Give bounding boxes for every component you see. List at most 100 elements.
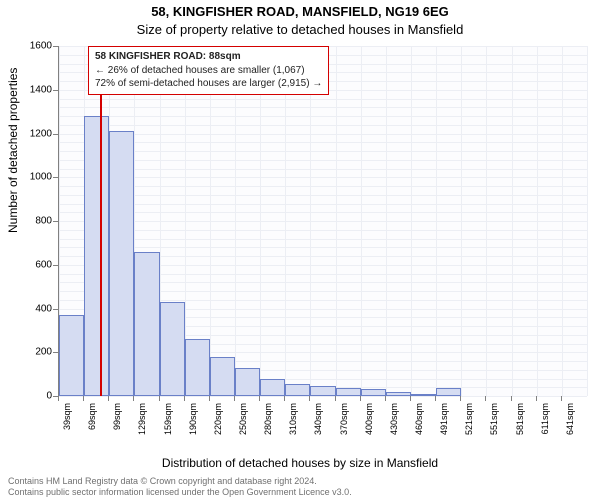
y-tick-label: 1200 xyxy=(24,128,52,139)
x-tick-mark xyxy=(536,396,537,401)
y-tick-mark xyxy=(53,90,58,91)
gridline-vertical xyxy=(361,46,362,396)
gridline-vertical xyxy=(235,46,236,396)
histogram-bar xyxy=(336,388,361,396)
gridline-horizontal xyxy=(59,195,587,196)
gridline-vertical xyxy=(310,46,311,396)
x-tick-label: 370sqm xyxy=(339,403,349,435)
gridline-vertical xyxy=(386,46,387,396)
gridline-vertical xyxy=(537,46,538,396)
x-tick-mark xyxy=(284,396,285,401)
gridline-horizontal xyxy=(59,125,587,126)
y-tick-label: 600 xyxy=(24,259,52,270)
x-tick-label: 641sqm xyxy=(565,403,575,435)
y-tick-mark xyxy=(53,352,58,353)
x-tick-label: 430sqm xyxy=(389,403,399,435)
x-axis-label: Distribution of detached houses by size … xyxy=(0,456,600,470)
gridline-horizontal xyxy=(59,160,587,161)
y-tick-mark xyxy=(53,46,58,47)
gridline-vertical xyxy=(461,46,462,396)
y-tick-mark xyxy=(53,265,58,266)
histogram-bar xyxy=(160,302,185,396)
gridline-vertical xyxy=(587,46,588,396)
x-tick-label: 220sqm xyxy=(213,403,223,435)
x-tick-label: 69sqm xyxy=(87,403,97,430)
x-tick-mark xyxy=(385,396,386,401)
histogram-bar xyxy=(260,379,285,397)
property-marker-line xyxy=(100,46,102,396)
annotation-title: 58 KINGFISHER ROAD: 88sqm xyxy=(95,50,322,64)
x-tick-label: 99sqm xyxy=(112,403,122,430)
gridline-horizontal xyxy=(59,212,587,213)
gridline-vertical xyxy=(336,46,337,396)
y-tick-mark xyxy=(53,309,58,310)
gridline-vertical xyxy=(512,46,513,396)
gridline-vertical xyxy=(486,46,487,396)
gridline-vertical xyxy=(260,46,261,396)
x-tick-mark xyxy=(485,396,486,401)
x-tick-label: 129sqm xyxy=(137,403,147,435)
histogram-bar xyxy=(59,315,84,396)
gridline-vertical xyxy=(562,46,563,396)
x-tick-label: 611sqm xyxy=(540,403,550,434)
gridline-horizontal xyxy=(59,99,587,100)
attribution-line: Contains HM Land Registry data © Crown c… xyxy=(8,476,352,487)
y-tick-label: 1000 xyxy=(24,172,52,183)
annotation-box: 58 KINGFISHER ROAD: 88sqm← 26% of detach… xyxy=(88,46,329,95)
page-subtitle: Size of property relative to detached ho… xyxy=(0,22,600,37)
x-tick-label: 521sqm xyxy=(464,403,474,435)
x-tick-mark xyxy=(460,396,461,401)
gridline-horizontal xyxy=(59,177,587,178)
gridline-vertical xyxy=(285,46,286,396)
annotation-line: 72% of semi-detached houses are larger (… xyxy=(95,77,322,91)
gridline-horizontal xyxy=(59,116,587,117)
gridline-vertical xyxy=(411,46,412,396)
annotation-line: ← 26% of detached houses are smaller (1,… xyxy=(95,64,322,78)
x-tick-mark xyxy=(309,396,310,401)
y-axis-label: Number of detached properties xyxy=(6,68,20,233)
y-tick-label: 0 xyxy=(24,391,52,402)
page-title-address: 58, KINGFISHER ROAD, MANSFIELD, NG19 6EG xyxy=(0,4,600,19)
histogram-bar xyxy=(436,388,461,396)
x-tick-mark xyxy=(159,396,160,401)
histogram-bar xyxy=(109,131,134,396)
y-tick-label: 400 xyxy=(24,303,52,314)
x-tick-mark xyxy=(234,396,235,401)
gridline-vertical xyxy=(436,46,437,396)
x-tick-label: 280sqm xyxy=(263,403,273,435)
y-tick-label: 200 xyxy=(24,347,52,358)
histogram-bar xyxy=(210,357,235,396)
x-tick-mark xyxy=(410,396,411,401)
x-tick-mark xyxy=(209,396,210,401)
y-tick-mark xyxy=(53,134,58,135)
x-tick-mark xyxy=(561,396,562,401)
y-tick-mark xyxy=(53,221,58,222)
histogram-bar xyxy=(134,252,159,396)
x-tick-label: 310sqm xyxy=(288,403,298,435)
gridline-horizontal xyxy=(59,247,587,248)
attribution-line: Contains public sector information licen… xyxy=(8,487,352,498)
y-tick-label: 1400 xyxy=(24,84,52,95)
x-tick-label: 250sqm xyxy=(238,403,248,435)
histogram-bar xyxy=(310,386,335,396)
gridline-horizontal xyxy=(59,169,587,170)
x-tick-mark xyxy=(108,396,109,401)
gridline-horizontal xyxy=(59,142,587,143)
x-tick-label: 551sqm xyxy=(489,403,499,435)
y-tick-mark xyxy=(53,177,58,178)
gridline-horizontal xyxy=(59,239,587,240)
gridline-horizontal xyxy=(59,221,587,222)
gridline-horizontal xyxy=(59,186,587,187)
x-tick-mark xyxy=(133,396,134,401)
x-tick-label: 400sqm xyxy=(364,403,374,435)
x-tick-mark xyxy=(58,396,59,401)
gridline-horizontal xyxy=(59,204,587,205)
attribution-text: Contains HM Land Registry data © Crown c… xyxy=(8,476,352,499)
x-tick-mark xyxy=(184,396,185,401)
histogram-bar xyxy=(185,339,210,396)
gridline-horizontal xyxy=(59,107,587,108)
histogram-bar xyxy=(386,392,411,396)
x-tick-mark xyxy=(335,396,336,401)
x-tick-mark xyxy=(259,396,260,401)
x-tick-label: 190sqm xyxy=(188,403,198,435)
